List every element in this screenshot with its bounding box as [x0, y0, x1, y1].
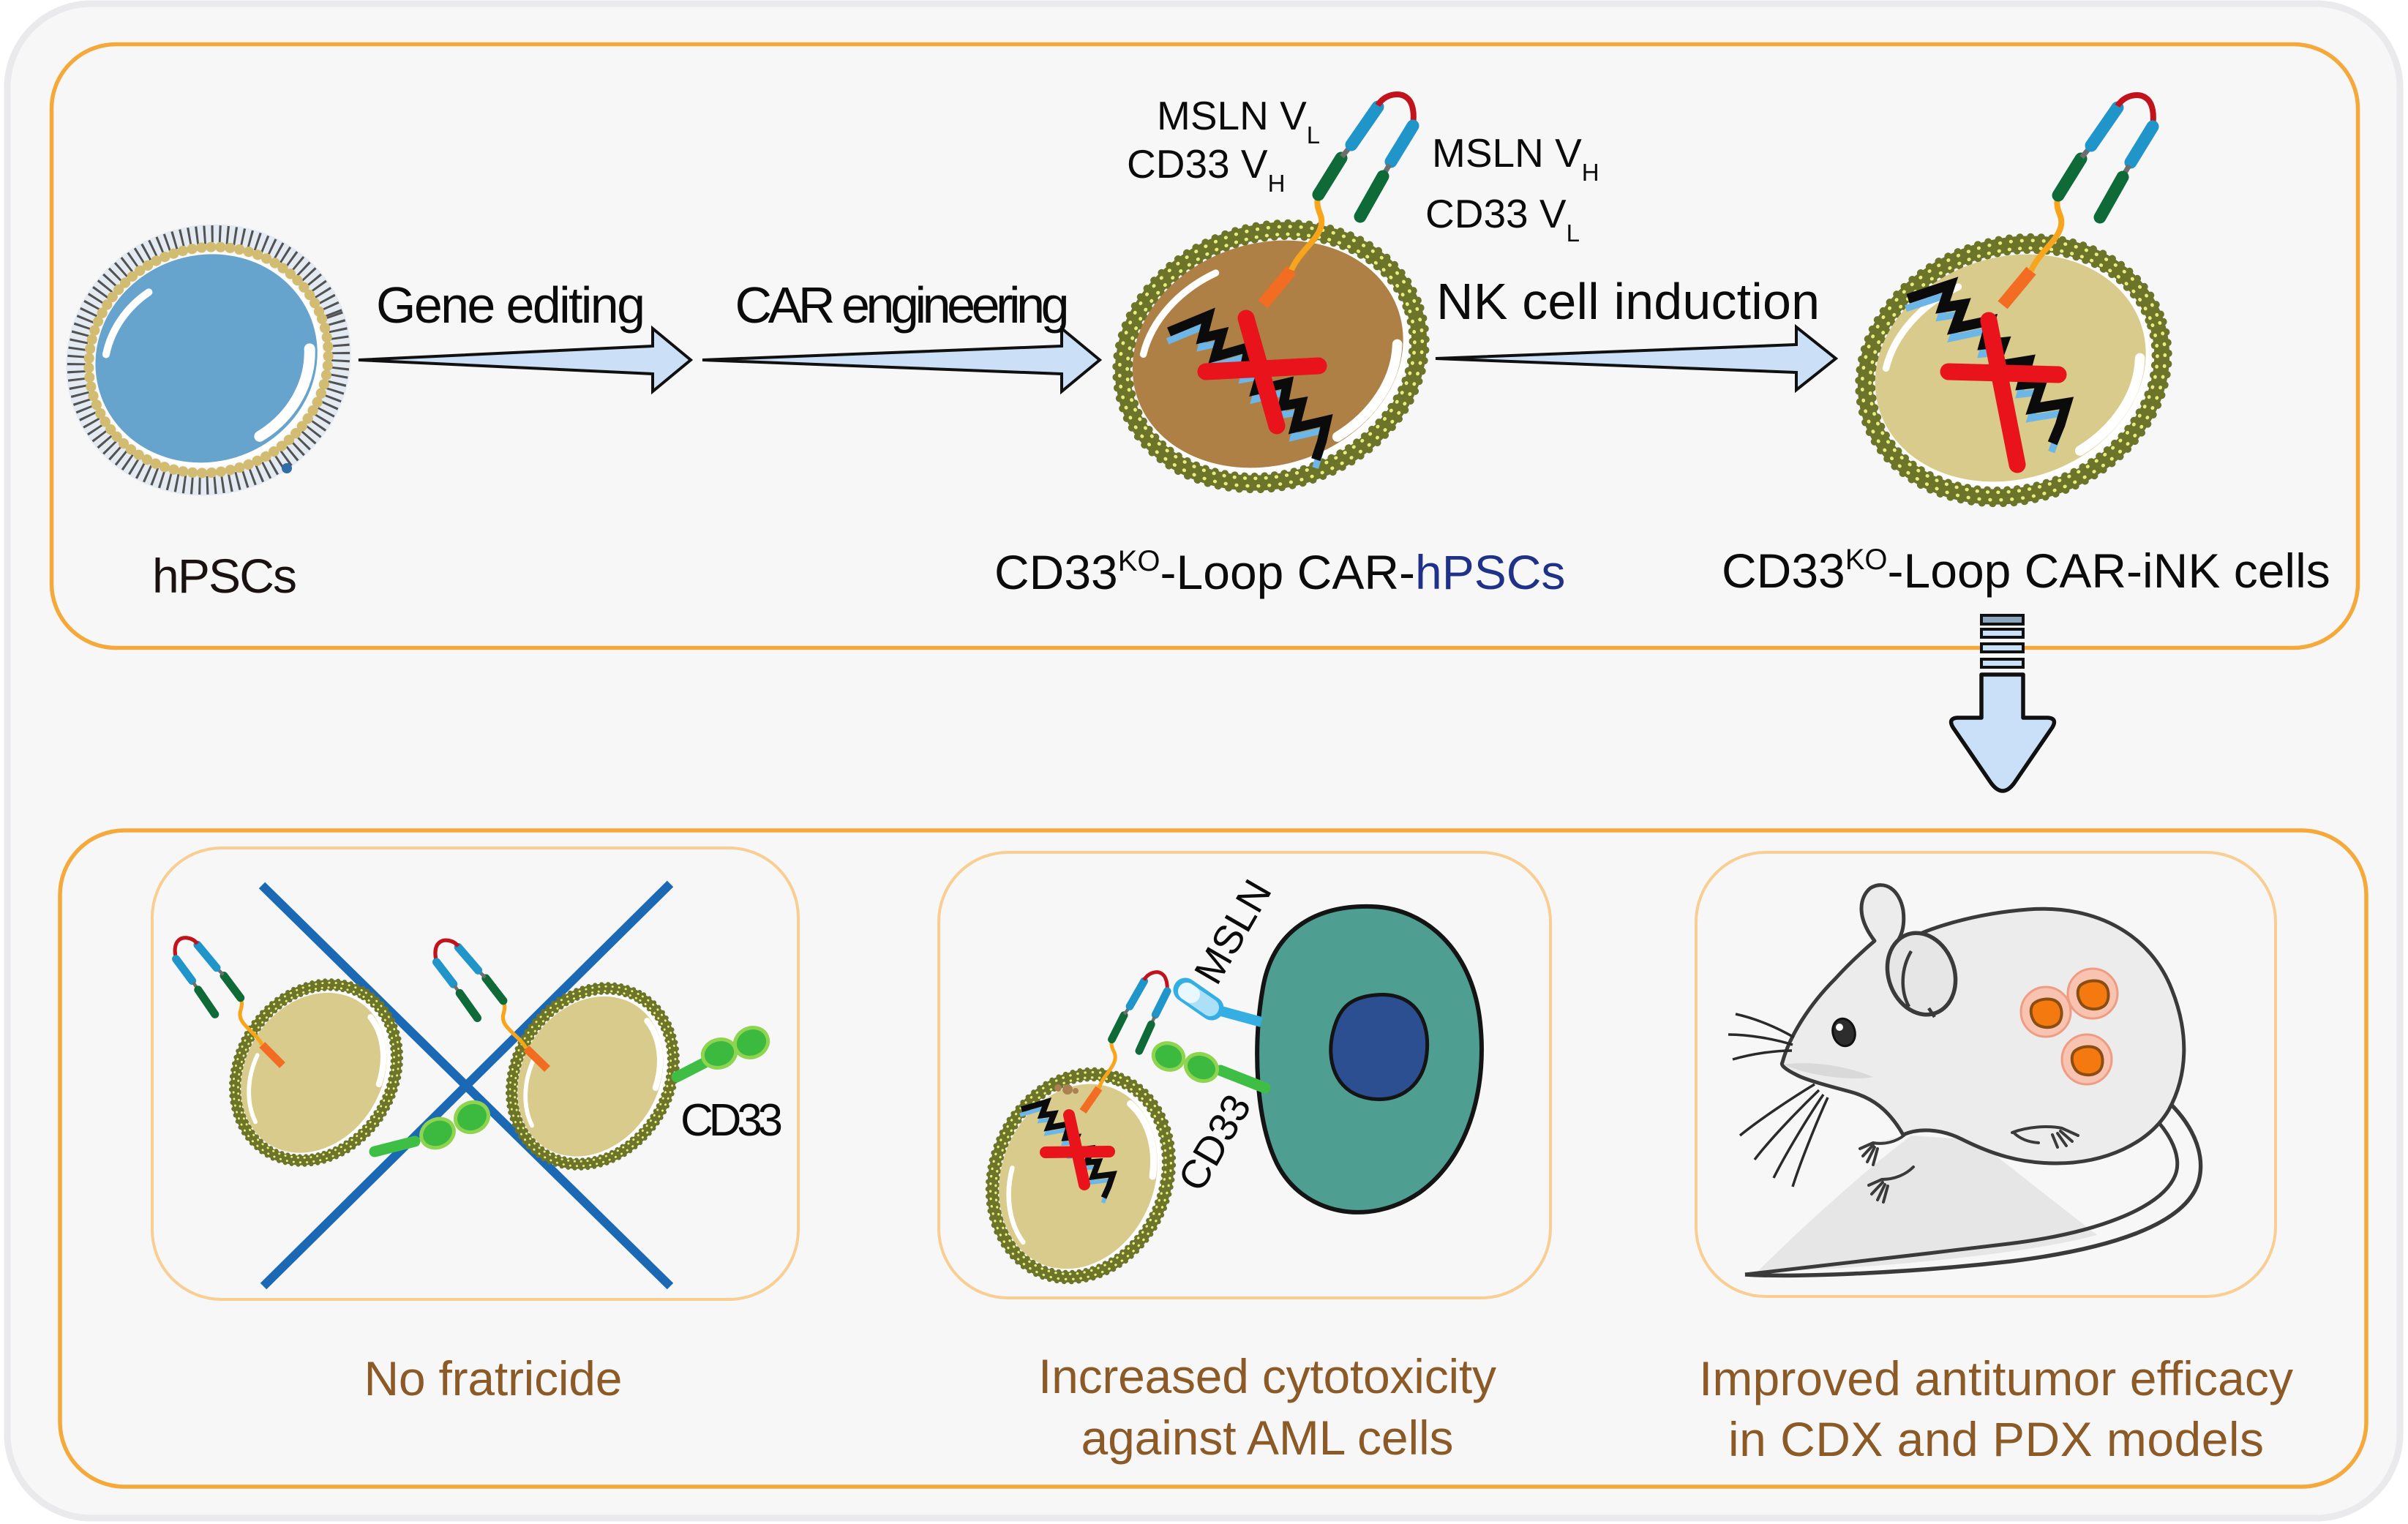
svg-text:Gene editing: Gene editing	[376, 277, 645, 334]
svg-text:CD33KO-Loop CAR-iNK cells: CD33KO-Loop CAR-iNK cells	[1722, 544, 2330, 598]
svg-text:against AML cells: against AML cells	[1081, 1411, 1454, 1465]
svg-text:Improved antitumor efficacy: Improved antitumor efficacy	[1699, 1351, 2293, 1405]
svg-text:No fratricide: No fratricide	[364, 1351, 623, 1405]
svg-text:CD33: CD33	[680, 1095, 783, 1146]
svg-text:CD33KO-Loop CAR-hPSCs: CD33KO-Loop CAR-hPSCs	[994, 545, 1565, 599]
svg-text:in CDX and PDX models: in CDX and PDX models	[1728, 1412, 2264, 1466]
svg-text:hPSCs: hPSCs	[152, 549, 297, 603]
svg-text:NK cell induction: NK cell induction	[1436, 273, 1820, 330]
svg-text:CAR engineering: CAR engineering	[735, 277, 1070, 334]
svg-text:Increased cytotoxicity: Increased cytotoxicity	[1038, 1349, 1496, 1403]
